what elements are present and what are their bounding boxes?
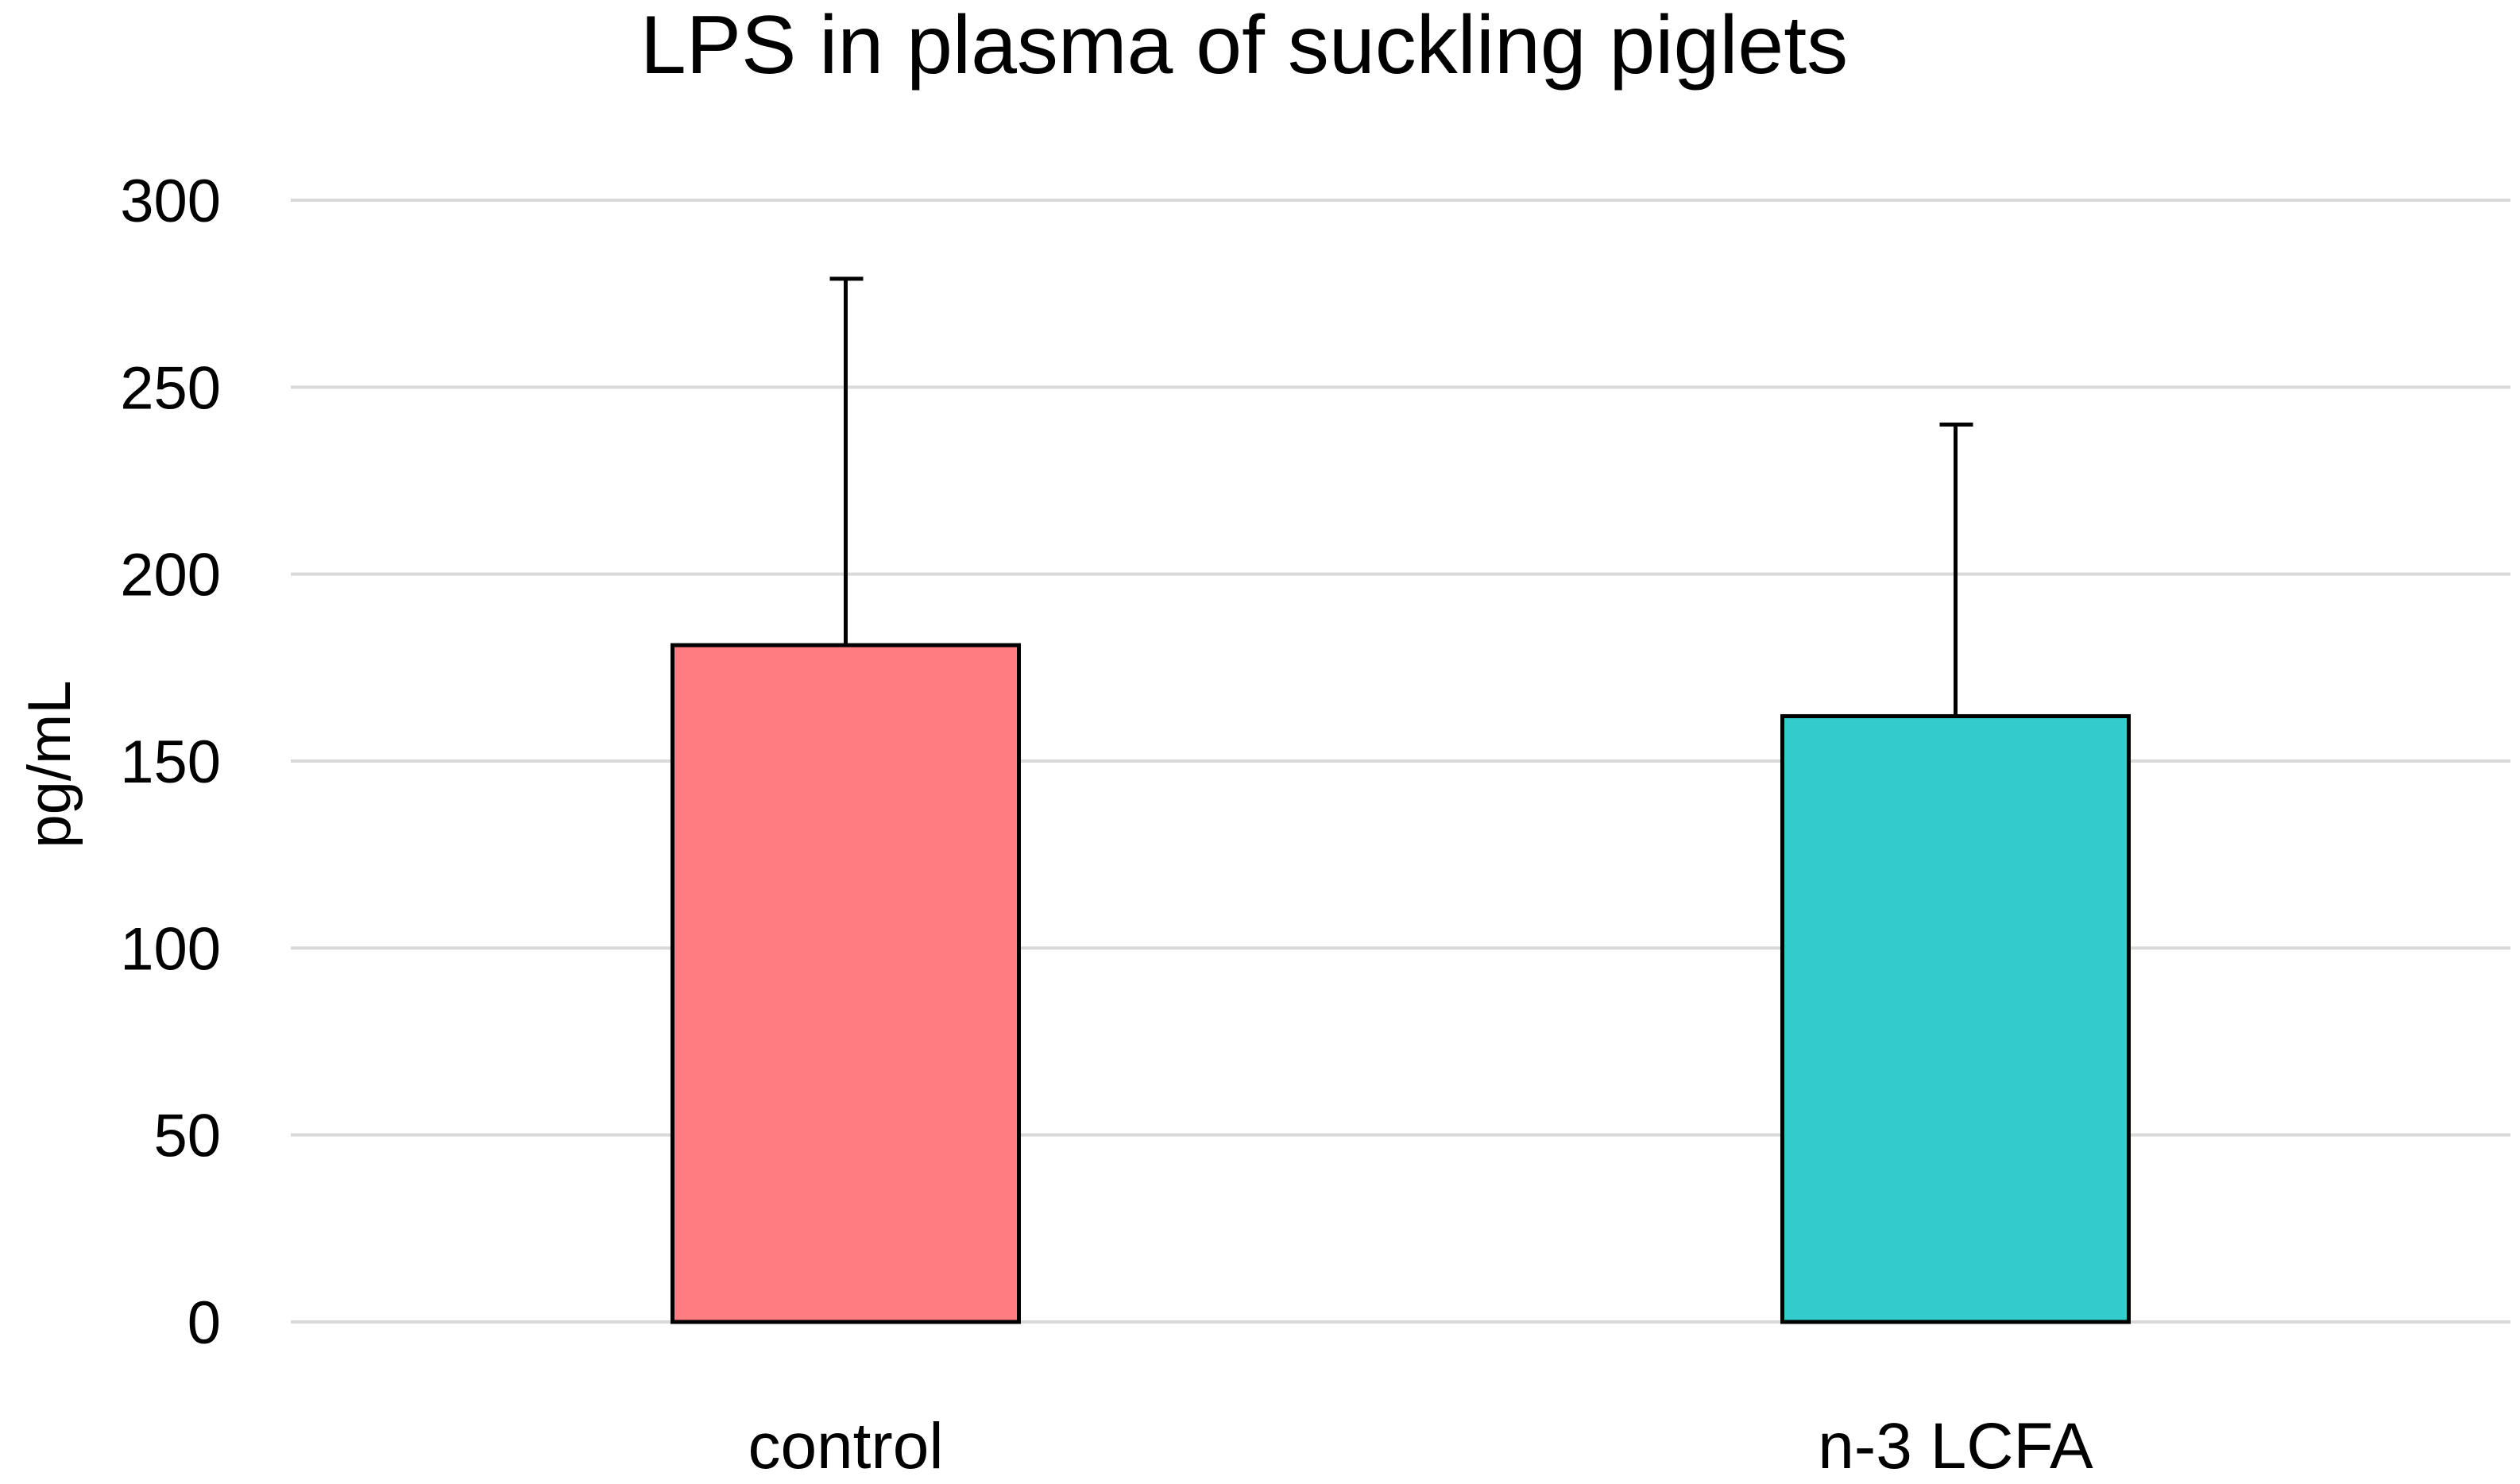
category-labels: control n-3 LCFA <box>748 1410 2093 1482</box>
x-tick-label: n-3 LCFA <box>1818 1410 2093 1482</box>
y-tick-label: 50 <box>153 1103 221 1170</box>
y-tick-label: 100 <box>120 915 221 983</box>
bar-n-3-lcfa <box>1780 714 2131 1324</box>
y-axis-label: pg/mL <box>16 680 83 848</box>
y-tick-label: 200 <box>120 542 221 609</box>
chart-title: LPS in plasma of suckling piglets <box>640 0 1848 91</box>
y-tick-label: 150 <box>120 728 221 796</box>
y-tick-label: 0 <box>187 1289 221 1357</box>
y-tick-label: 250 <box>120 354 221 422</box>
error-bars <box>829 276 1973 717</box>
gridlines <box>291 199 2510 1324</box>
bars <box>671 643 2131 1324</box>
bar-control <box>671 643 1021 1324</box>
x-tick-label: control <box>748 1410 943 1482</box>
y-tick-label: 300 <box>120 168 221 235</box>
y-tick-labels: 0 50 100 150 200 250 300 <box>120 168 221 1357</box>
